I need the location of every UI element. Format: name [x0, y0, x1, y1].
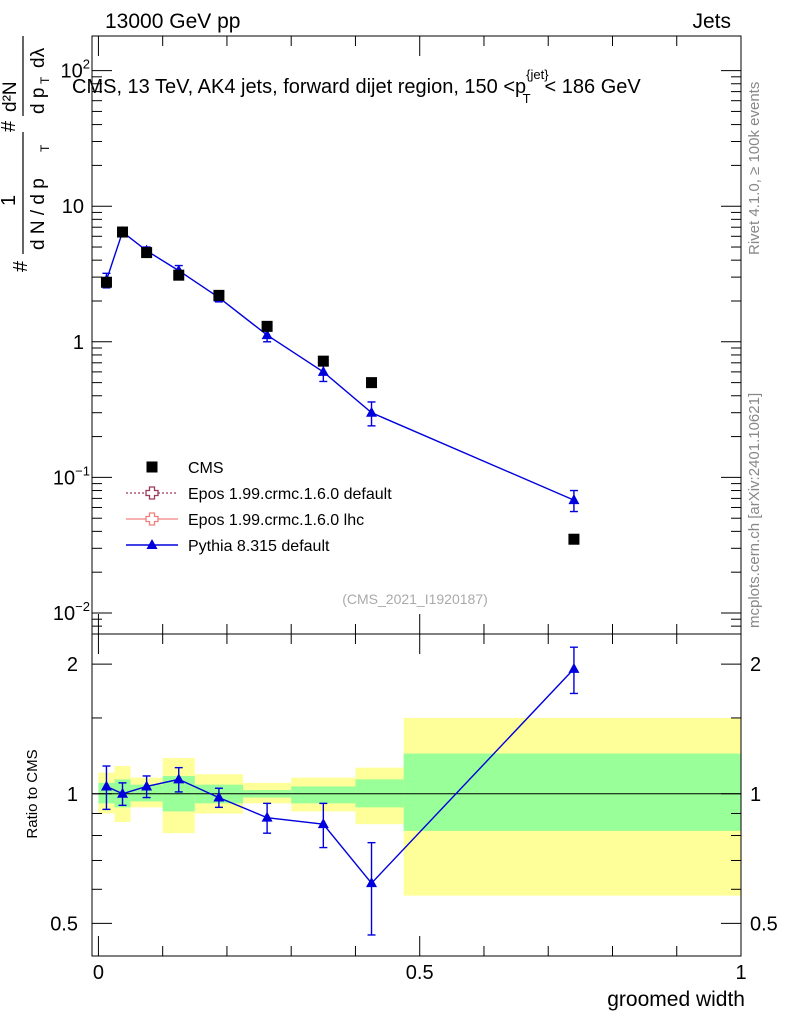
header-right: Jets	[692, 10, 731, 33]
cms-point	[366, 377, 378, 389]
ratio-data	[100, 646, 580, 936]
ratio-pythia-point	[141, 780, 153, 791]
x-tick-label: 0.5	[406, 962, 434, 984]
ratio-y-tick-label-right: 0.5	[750, 913, 778, 935]
legend-label: CMS	[188, 460, 224, 477]
ylabel-dpt: d p	[28, 88, 49, 114]
analysis-id: (CMS_2021_I1920187)	[342, 591, 488, 607]
ylabel-t: T	[38, 144, 52, 152]
main-y-tick-exponent: −1	[75, 463, 90, 478]
pythia-point	[261, 329, 273, 340]
header-left: 13000 GeV pp	[105, 10, 240, 33]
legend: CMS Epos 1.99.crmc.1.6.0 default Epos 1.99…	[126, 460, 392, 555]
cms-point	[317, 355, 329, 367]
legend-marker-epos	[145, 486, 159, 500]
ratio-y-tick-label: 1	[67, 784, 78, 806]
ratio-frame	[91, 633, 742, 957]
ratio-y-tick-label-right: 1	[750, 784, 761, 806]
main-y-tick-base: 10	[53, 467, 75, 489]
cms-point	[117, 226, 129, 238]
ratio-pythia-point	[568, 662, 580, 673]
title-tail: < 186 GeV	[545, 76, 642, 98]
chart-title: CMS, 13 TeV, AK4 jets, forward dijet reg…	[72, 67, 641, 106]
ylabel-d2n: d²N	[0, 81, 21, 112]
ratio-y-tick-label: 0.5	[50, 913, 78, 935]
cms-point	[261, 320, 273, 332]
cms-point	[568, 533, 580, 545]
rivet-label: Rivet 4.1.0, ≥ 100k events	[746, 82, 763, 255]
cms-point	[173, 269, 185, 281]
main-y-tick-exponent: 2	[83, 57, 90, 72]
main-y-tick-label: 1	[73, 332, 84, 354]
pythia-point	[568, 494, 580, 505]
title-sup: {jet}	[526, 67, 549, 82]
main-y-tick-label: 10	[62, 196, 84, 218]
main-y-tick-label: 102	[61, 57, 90, 83]
cms-point	[141, 247, 153, 259]
cms-point	[100, 276, 112, 288]
cms-point	[213, 289, 225, 301]
ratio-bands	[92, 717, 741, 896]
ratio-pythia-point	[317, 818, 329, 829]
main-y-tick-label: 10−1	[53, 463, 90, 489]
ratio-pythia-point	[117, 787, 129, 798]
ylabel-t2: T	[38, 76, 52, 84]
main-y-tick-exponent: −2	[75, 599, 90, 614]
ylabel-hash1: #	[10, 260, 32, 272]
ratio-band-inner	[291, 786, 356, 804]
title-sub: T	[523, 91, 531, 106]
legend-label: Epos 1.99.crmc.1.6.0 lhc	[188, 512, 364, 529]
x-tick-label: 0	[93, 962, 104, 984]
x-axis-label: groomed width	[607, 988, 745, 1011]
main-y-tick-label: 10−2	[53, 599, 90, 625]
main-y-tick-base: 10	[53, 603, 75, 625]
mcplots-label: mcplots.cern.ch [arXiv:2401.10621]	[746, 393, 763, 628]
main-y-label: # 1 d N / d p T # d²N d p T dλ	[0, 36, 52, 272]
ratio-panel: 0.5 0.5 1 1 2 2 0 0.5 1	[50, 633, 778, 984]
ratio-pythia-point	[213, 791, 225, 802]
ratio-pythia-point	[261, 811, 273, 822]
pythia-point	[317, 365, 329, 376]
ratio-band-inner	[403, 753, 741, 831]
ylabel-dn: d N / d p	[28, 178, 49, 250]
ratio-pythia-point	[366, 877, 378, 888]
pythia-point	[366, 406, 378, 417]
ylabel-one: 1	[0, 195, 20, 206]
title-main: CMS, 13 TeV, AK4 jets, forward dijet reg…	[72, 76, 526, 98]
ratio-y-label: Ratio to CMS	[24, 749, 41, 838]
legend-label: Pythia 8.315 default	[188, 538, 330, 555]
ylabel-dl: dλ	[28, 47, 49, 68]
ratio-ticks: 0.5 0.5 1 1 2 2 0 0.5 1	[50, 634, 778, 984]
ratio-pythia-point	[100, 780, 112, 791]
legend-marker-cms	[146, 461, 158, 473]
ylabel-hash2: #	[0, 120, 20, 132]
ratio-pythia-point	[173, 773, 185, 784]
legend-marker-epos	[145, 512, 159, 526]
main-y-tick-base: 10	[61, 61, 83, 83]
main-y-tick-base: 10	[62, 196, 84, 218]
main-y-tick-base: 1	[73, 332, 84, 354]
legend-marker-pythia	[146, 539, 158, 549]
main-data	[100, 226, 580, 545]
ratio-y-tick-label-right: 2	[750, 654, 761, 676]
ratio-y-tick-label: 2	[67, 654, 78, 676]
legend-label: Epos 1.99.crmc.1.6.0 default	[188, 486, 392, 503]
x-tick-label: 1	[735, 962, 746, 984]
